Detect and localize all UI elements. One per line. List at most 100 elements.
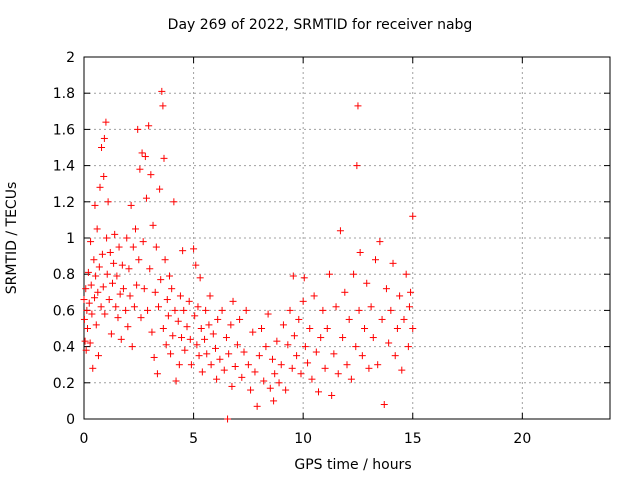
- data-point: [104, 198, 112, 206]
- data-point: [135, 256, 143, 264]
- data-point: [140, 285, 148, 293]
- data-point: [119, 285, 127, 293]
- data-point: [224, 415, 232, 423]
- data-point: [374, 361, 382, 369]
- data-point: [183, 323, 191, 331]
- data-point: [192, 261, 200, 269]
- data-point: [95, 263, 103, 271]
- data-point: [317, 334, 325, 342]
- data-point: [336, 227, 344, 235]
- data-point: [153, 370, 161, 378]
- data-point: [404, 343, 412, 351]
- data-point: [133, 281, 141, 289]
- data-point: [350, 270, 358, 278]
- data-point: [112, 303, 120, 311]
- data-point: [402, 270, 410, 278]
- y-axis: 0 0.2 0.4 0.6 0.8 1 1.2 1.4 1.6 1.8 2: [53, 50, 610, 428]
- data-point: [197, 325, 205, 332]
- data-point: [242, 306, 250, 314]
- data-point: [247, 386, 255, 394]
- data-point: [258, 325, 266, 332]
- data-point: [193, 341, 201, 349]
- data-point: [262, 343, 270, 351]
- x-axis-label: GPS time / hours: [294, 457, 412, 473]
- y-tick-label: 1.4: [53, 159, 75, 175]
- data-point: [141, 153, 149, 161]
- data-point: [206, 292, 214, 300]
- data-point: [271, 370, 279, 378]
- data-point: [169, 332, 177, 340]
- data-point: [105, 296, 113, 304]
- data-point: [80, 296, 88, 304]
- data-point: [163, 296, 171, 304]
- data-point: [405, 303, 413, 311]
- data-point: [213, 375, 221, 383]
- data-point: [306, 325, 314, 332]
- data-point: [347, 375, 355, 383]
- data-point: [86, 339, 94, 347]
- data-point: [99, 283, 107, 291]
- data-point: [114, 314, 122, 322]
- data-point: [106, 248, 114, 256]
- data-point: [178, 334, 186, 342]
- data-point: [365, 364, 373, 372]
- data-point: [376, 238, 384, 246]
- data-point: [205, 321, 213, 329]
- data-point: [380, 401, 388, 409]
- data-point: [393, 325, 401, 332]
- data-point: [158, 87, 166, 95]
- data-point: [345, 315, 353, 323]
- data-point: [91, 201, 99, 209]
- data-point: [116, 290, 124, 298]
- x-tick-label: 20: [513, 431, 531, 447]
- data-point: [195, 352, 203, 360]
- data-point: [299, 297, 307, 305]
- data-point: [87, 281, 95, 289]
- data-point: [190, 245, 198, 253]
- data-point: [290, 332, 298, 340]
- data-point: [227, 321, 235, 329]
- data-point: [268, 355, 276, 363]
- data-point: [82, 346, 90, 354]
- data-series: [80, 87, 417, 423]
- data-point: [98, 250, 106, 258]
- y-tick-label: 2: [66, 50, 75, 66]
- data-point: [284, 341, 292, 349]
- data-point: [148, 328, 156, 336]
- data-point: [186, 335, 194, 343]
- data-point: [102, 118, 110, 126]
- data-point: [341, 288, 349, 296]
- data-point: [142, 194, 150, 202]
- data-point: [81, 337, 89, 345]
- data-point: [304, 359, 312, 367]
- x-axis: 0 5 10 15 20: [80, 57, 531, 447]
- data-point: [275, 379, 283, 387]
- data-point: [130, 303, 138, 311]
- data-point: [260, 377, 268, 385]
- data-point: [180, 306, 188, 314]
- data-point: [400, 315, 408, 323]
- data-point: [103, 234, 111, 242]
- data-point: [170, 198, 178, 206]
- data-point: [103, 270, 111, 278]
- data-point: [155, 303, 163, 311]
- data-point: [286, 306, 294, 314]
- data-point: [147, 171, 155, 179]
- x-tick-label: 10: [294, 431, 312, 447]
- data-point: [172, 377, 180, 385]
- data-point: [264, 310, 272, 318]
- data-point: [356, 248, 364, 256]
- data-point: [168, 285, 176, 293]
- data-point: [146, 265, 154, 273]
- data-point: [209, 330, 217, 338]
- data-point: [151, 288, 159, 296]
- data-point: [88, 310, 96, 318]
- data-point: [282, 386, 290, 394]
- data-point: [369, 334, 377, 342]
- data-point: [82, 285, 90, 293]
- data-point: [222, 334, 230, 342]
- data-point: [122, 306, 130, 314]
- data-point: [80, 315, 88, 323]
- data-point: [228, 382, 236, 390]
